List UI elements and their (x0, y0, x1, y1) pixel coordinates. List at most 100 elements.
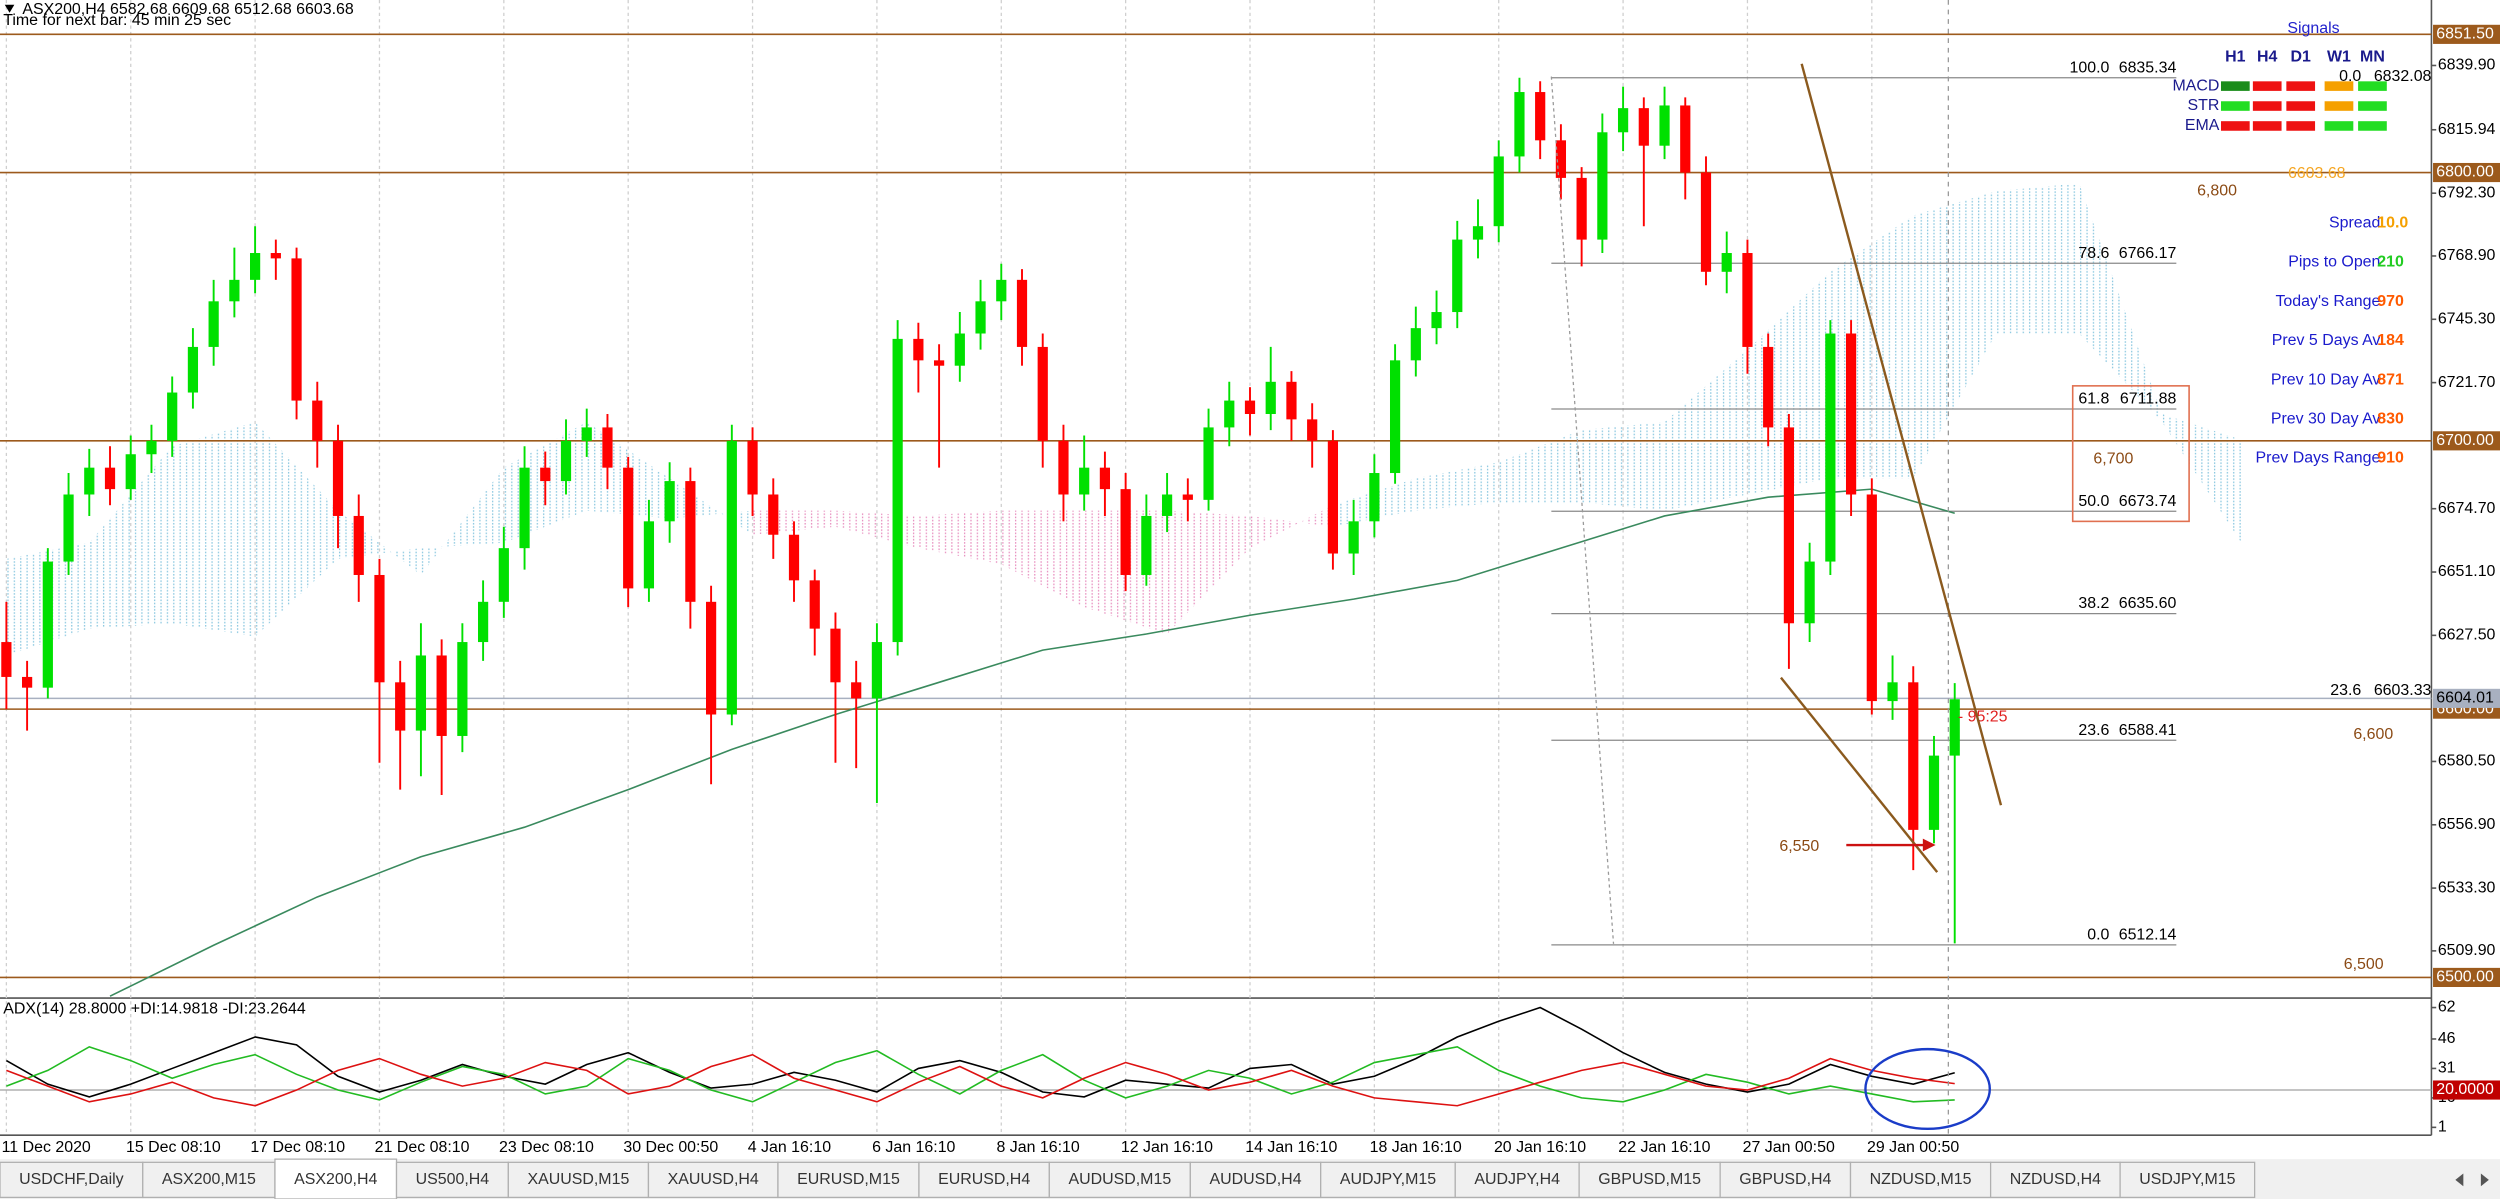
candle-body (1742, 253, 1753, 347)
tab-label[interactable]: EURUSD,H4 (938, 1171, 1030, 1188)
tab[interactable]: GBPUSD,M15 (1578, 1161, 1721, 1199)
tab-background[interactable] (1989, 1161, 2121, 1199)
signal-cell (2220, 81, 2250, 91)
tab-background[interactable] (142, 1161, 276, 1199)
candle-body (415, 655, 427, 731)
tab[interactable]: US500,H4 (395, 1161, 509, 1199)
tab[interactable]: USDCHF,Daily (0, 1161, 144, 1199)
info-value: 10.0 (2377, 214, 2408, 231)
tab-background[interactable] (777, 1161, 920, 1199)
candle-body (1348, 521, 1359, 554)
signal-cell (2324, 81, 2354, 91)
y-tick-label: 6627.50 (2438, 627, 2496, 644)
tab[interactable]: XAUUSD,M15 (507, 1161, 650, 1199)
candle-body (954, 333, 965, 366)
candle-body (1037, 346, 1048, 441)
tab-label[interactable]: USDCHF,Daily (19, 1171, 124, 1188)
candle-body (1203, 427, 1214, 500)
candle-body (1783, 427, 1795, 624)
tab-label[interactable]: ASX200,M15 (162, 1171, 256, 1188)
fib-level: 78.6 (2078, 245, 2109, 262)
signal-cell (2286, 81, 2316, 91)
y-tick-label: 6745.30 (2438, 310, 2496, 327)
tab[interactable]: AUDJPY,M15 (1320, 1161, 1456, 1199)
tab-label[interactable]: NZDUSD,M15 (1870, 1171, 1972, 1188)
x-tick-label: 23 Dec 08:10 (499, 1139, 594, 1156)
info-label: Prev 30 Day Av (2271, 411, 2381, 428)
tab-background[interactable] (1189, 1161, 1322, 1199)
fib-level: 0.0 (2339, 68, 2361, 85)
x-tick-label: 8 Jan 16:10 (996, 1139, 1079, 1156)
scroll-right[interactable] (2480, 1173, 2489, 1187)
tab-background[interactable] (1048, 1161, 1191, 1199)
tab-background[interactable] (0, 1161, 144, 1199)
cloud-segment (255, 422, 339, 637)
fib-level: 23.6 (2078, 722, 2109, 739)
tab[interactable]: AUDUSD,M15 (1048, 1161, 1191, 1199)
info-value: 184 (2377, 332, 2404, 349)
candle-body (871, 642, 883, 699)
scroll-left[interactable] (2455, 1173, 2464, 1187)
tab-label[interactable]: ASX200,H4 (294, 1171, 377, 1188)
tab-label[interactable]: AUDUSD,M15 (1068, 1171, 1171, 1188)
tab-background[interactable] (647, 1161, 779, 1199)
tab[interactable]: GBPUSD,H4 (1719, 1161, 1852, 1199)
tab[interactable]: AUDJPY,H4 (1454, 1161, 1580, 1199)
cloud-segment (1167, 510, 1250, 635)
tab-background[interactable] (2119, 1161, 2256, 1199)
signal-cell (2358, 101, 2387, 111)
candle-body (809, 580, 820, 629)
tab-label[interactable]: EURUSD,M15 (797, 1171, 900, 1188)
y-tick-label: 6721.70 (2438, 374, 2496, 391)
tab[interactable]: NZDUSD,M15 (1849, 1161, 1992, 1199)
candle-body (747, 440, 758, 495)
candle-body (1472, 226, 1484, 240)
tab[interactable]: EURUSD,M15 (777, 1161, 920, 1199)
bar-timer: Time for next bar: 45 min 25 sec (3, 12, 231, 29)
x-tick-label: 18 Jan 16:10 (1370, 1139, 1462, 1156)
bid-label-box (2433, 688, 2500, 708)
tab-background[interactable] (507, 1161, 650, 1199)
candle-body (1949, 699, 1960, 756)
tab-label[interactable]: XAUUSD,M15 (527, 1171, 629, 1188)
info-value: 210 (2377, 254, 2404, 271)
tab-background[interactable] (1320, 1161, 1456, 1199)
y-tick-label: 6815.94 (2438, 121, 2496, 138)
candle-body (1224, 400, 1235, 428)
tab[interactable]: ASX200,H4 (274, 1158, 398, 1199)
fib-price: 6673.74 (2119, 493, 2177, 510)
tab[interactable]: NZDUSD,H4 (1989, 1161, 2121, 1199)
tab-background[interactable] (1578, 1161, 1721, 1199)
x-tick-label: 30 Dec 00:50 (623, 1139, 718, 1156)
tab[interactable]: ASX200,M15 (142, 1161, 276, 1199)
tab-label[interactable]: AUDUSD,H4 (1209, 1171, 1301, 1188)
tab[interactable]: XAUUSD,H4 (647, 1161, 779, 1199)
tab[interactable]: USDJPY,M15 (2119, 1161, 2256, 1199)
tab-label[interactable]: NZDUSD,H4 (2010, 1171, 2101, 1188)
tab-label[interactable]: XAUUSD,H4 (668, 1171, 759, 1188)
tab-label[interactable]: USDJPY,M15 (2139, 1171, 2235, 1188)
tab-label[interactable]: AUDJPY,H4 (1474, 1171, 1560, 1188)
tab[interactable]: AUDUSD,H4 (1189, 1161, 1322, 1199)
fib-price: 6766.17 (2119, 245, 2177, 262)
candle-body (84, 467, 95, 495)
tab-label[interactable]: AUDJPY,M15 (1340, 1171, 1436, 1188)
candle-body (125, 454, 136, 490)
tab-background[interactable] (1719, 1161, 1852, 1199)
fibo-connector (1550, 76, 1615, 944)
tab-label[interactable]: US500,H4 (416, 1171, 490, 1188)
candle-body (1535, 92, 1546, 141)
cloud-segment (1664, 349, 1748, 511)
x-tick-label: 22 Jan 16:10 (1618, 1139, 1710, 1156)
candle-body (208, 301, 219, 347)
annotation: 6603.68 (2288, 165, 2346, 182)
tab-label[interactable]: GBPUSD,M15 (1598, 1171, 1701, 1188)
annotation: 6,700 (2093, 450, 2133, 467)
candle-body (1369, 473, 1380, 522)
candle-body (1079, 467, 1090, 495)
tab-label[interactable]: GBPUSD,H4 (1739, 1171, 1831, 1188)
y-tick-label: 6509.90 (2438, 942, 2496, 959)
tab-background[interactable] (1454, 1161, 1580, 1199)
tab[interactable]: EURUSD,H4 (918, 1161, 1050, 1199)
